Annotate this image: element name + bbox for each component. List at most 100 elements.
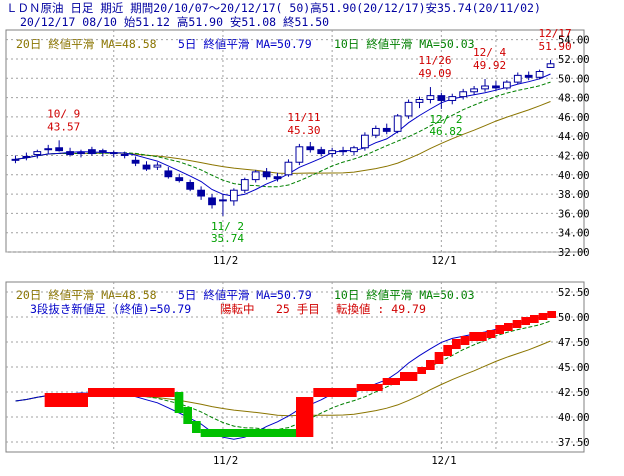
legend-bottom-ma5: 5日 終値平滑 MA=50.79 bbox=[178, 288, 312, 302]
candle-up bbox=[481, 85, 489, 90]
price-annotation-value: 51.90 bbox=[539, 40, 572, 53]
price-y-tick-label: 40.00 bbox=[558, 170, 590, 182]
price-y-tick-label: 52.00 bbox=[558, 54, 590, 66]
new-price-ma10-line bbox=[15, 320, 551, 431]
candle-down bbox=[131, 159, 140, 164]
candle-up bbox=[229, 189, 238, 202]
new-price-brick-up bbox=[44, 393, 88, 407]
new-price-moving-averages bbox=[15, 312, 551, 440]
candle-up bbox=[535, 71, 544, 78]
candle-up bbox=[404, 101, 413, 117]
price-candles bbox=[11, 59, 555, 216]
candle-down bbox=[382, 127, 391, 132]
price-y-tick-label: 34.00 bbox=[558, 228, 590, 240]
candle-up bbox=[371, 127, 380, 136]
candle-down bbox=[317, 149, 326, 155]
candle-up bbox=[426, 95, 435, 100]
new-price-brick-up bbox=[417, 367, 426, 374]
legend-bottom-ma20: 20日 終値平滑 MA=48.58 bbox=[16, 288, 157, 302]
new-price-y-tick-label: 37.50 bbox=[558, 437, 590, 449]
kagi-count: 25 手目 bbox=[276, 302, 320, 316]
price-annotation-date: 12/ 4 bbox=[473, 46, 506, 59]
legend-top-ma10: 10日 終値平滑 MA=50.03 bbox=[334, 37, 475, 51]
candle-down bbox=[164, 170, 173, 178]
candle-up bbox=[448, 96, 457, 101]
price-annotation-date: 11/26 bbox=[418, 54, 451, 67]
price-annotation-value: 49.09 bbox=[418, 67, 451, 80]
new-price-brick-down bbox=[200, 429, 296, 437]
price-ma10-line bbox=[15, 81, 551, 188]
legend-bottom-ma10: 10日 終値平滑 MA=50.03 bbox=[334, 288, 475, 302]
price-annotation-date: 11/ 2 bbox=[211, 220, 244, 233]
new-price-ma5-line bbox=[15, 312, 551, 440]
header-ohlc: 20/12/17 08/10 始51.12 高51.90 安51.08 終51.… bbox=[20, 15, 329, 29]
candle-down bbox=[186, 182, 195, 190]
price-y-tick-label: 32.00 bbox=[558, 247, 590, 259]
new-price-brick-up bbox=[296, 397, 314, 437]
candle-up bbox=[513, 74, 522, 83]
price-y-tick-label: 48.00 bbox=[558, 93, 590, 105]
candle-down bbox=[175, 177, 184, 182]
new-price-brick-up bbox=[434, 352, 444, 364]
new-price-y-tick-label: 45.00 bbox=[558, 362, 590, 374]
price-y-axis: 54.00 52.00 50.00 48.00 46.00 44.00 42.00 40.00… bbox=[558, 35, 590, 259]
candle-up bbox=[361, 134, 369, 149]
candle-down bbox=[219, 199, 227, 202]
price-y-tick-label: 42.00 bbox=[558, 150, 590, 162]
candle-down bbox=[437, 95, 446, 101]
new-price-y-axis: 52.50 50.00 47.50 45.00 42.50 40.00 37.50 bbox=[558, 287, 590, 449]
new-price-brick-up bbox=[426, 360, 435, 370]
new-price-brick-up bbox=[443, 345, 452, 356]
candle-up bbox=[328, 150, 337, 155]
candle-down bbox=[306, 146, 315, 151]
new-price-x-tick-label: 12/1 bbox=[431, 455, 456, 467]
legend-top-ma20: 20日 終値平滑 MA=48.58 bbox=[16, 37, 157, 51]
candle-up bbox=[502, 81, 511, 89]
new-price-brick-up bbox=[452, 339, 461, 349]
new-price-brick-up bbox=[382, 378, 400, 385]
new-price-y-tick-label: 40.00 bbox=[558, 412, 590, 424]
candle-up bbox=[77, 152, 85, 155]
new-price-y-tick-label: 47.50 bbox=[558, 337, 590, 349]
price-ma20-line bbox=[15, 101, 551, 175]
new-price-brick-up bbox=[495, 325, 504, 334]
price-y-tick-label: 44.00 bbox=[558, 131, 590, 143]
candle-down bbox=[142, 164, 151, 170]
new-price-ma20-line bbox=[15, 340, 551, 417]
candle-up bbox=[22, 155, 31, 158]
price-y-tick-label: 54.00 bbox=[558, 35, 590, 47]
price-x-axis: 11/2 12/1 bbox=[213, 255, 457, 267]
new-price-brick-up bbox=[530, 315, 539, 323]
price-annotation-date: 11/11 bbox=[287, 111, 320, 124]
price-annotation-value: 35.74 bbox=[211, 232, 244, 245]
kagi-label: 3段抜き新値足 (終値)=50.79 bbox=[30, 302, 191, 316]
price-annotation-value: 49.92 bbox=[473, 59, 506, 72]
new-price-brick-up bbox=[538, 313, 548, 320]
candle-down bbox=[208, 197, 216, 206]
legend-top-ma5: 5日 終値平滑 MA=50.79 bbox=[178, 37, 312, 51]
candle-down bbox=[492, 85, 500, 89]
new-price-brick-up bbox=[512, 320, 522, 328]
new-price-bricks bbox=[44, 311, 556, 437]
new-price-panel: 52.50 50.00 47.50 45.00 42.50 40.00 37.50 11/2… bbox=[5, 281, 590, 467]
new-price-brick-up bbox=[313, 388, 357, 397]
candle-down bbox=[339, 150, 347, 153]
candle-up bbox=[33, 151, 42, 156]
new-price-x-tick-label: 11/2 bbox=[213, 455, 238, 467]
new-price-brick-up bbox=[504, 323, 513, 331]
candle-up bbox=[44, 148, 53, 151]
candle-down bbox=[66, 151, 74, 156]
price-y-tick-label: 50.00 bbox=[558, 73, 590, 85]
price-moving-averages bbox=[15, 73, 551, 197]
price-y-tick-label: 38.00 bbox=[558, 189, 590, 201]
price-annotation-value: 43.57 bbox=[47, 120, 80, 133]
new-price-brick-up bbox=[460, 336, 470, 345]
candle-down bbox=[55, 147, 64, 152]
candle-up bbox=[350, 147, 358, 153]
new-price-brick-up bbox=[356, 384, 383, 391]
header-title: ＬＤＮ原油 日足 期近 期間20/10/07～20/12/17( 50)高51.… bbox=[6, 1, 541, 15]
new-price-brick-down bbox=[192, 421, 201, 433]
new-price-brick-down bbox=[174, 392, 184, 413]
